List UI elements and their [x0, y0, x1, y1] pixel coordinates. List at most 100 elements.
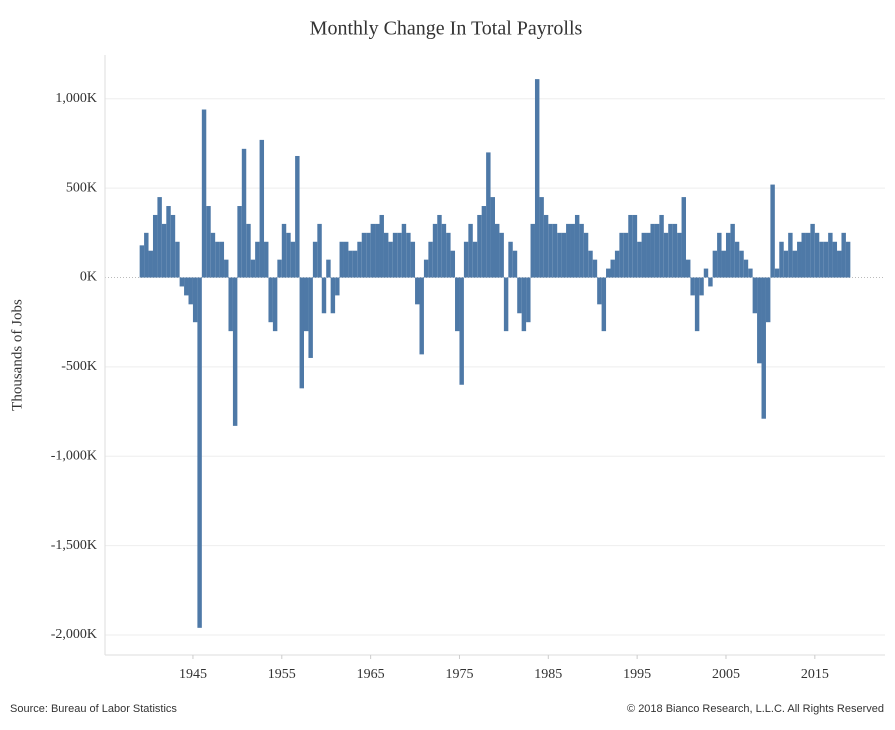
bar — [845, 241, 851, 278]
bar — [379, 214, 384, 278]
bar — [801, 232, 806, 278]
bar — [530, 223, 535, 278]
bar — [397, 232, 402, 278]
bar — [837, 250, 842, 278]
bar — [783, 250, 789, 278]
source: Source: Bureau of Labor Statistics — [10, 703, 177, 715]
bar — [734, 241, 740, 278]
bar — [557, 232, 562, 278]
bar — [543, 214, 549, 278]
bar — [730, 223, 735, 278]
y-tick-label: 0K — [80, 270, 97, 285]
bar — [499, 232, 504, 278]
bar — [597, 277, 602, 305]
bar — [459, 277, 464, 385]
bar — [792, 250, 798, 278]
bar — [361, 232, 367, 278]
bar — [663, 232, 669, 278]
bar — [668, 223, 673, 278]
bar — [357, 241, 362, 278]
y-tick-label: 1,000K — [55, 91, 97, 106]
bar — [534, 79, 540, 278]
y-tick-label: -2,000K — [51, 627, 97, 642]
bar — [592, 259, 598, 278]
y-tick-label: -500K — [61, 359, 97, 374]
x-tick-label: 1945 — [179, 667, 207, 682]
bar — [179, 277, 185, 287]
bar — [166, 206, 171, 278]
x-tick-label: 1965 — [357, 667, 385, 682]
bar — [188, 277, 193, 305]
bar — [805, 232, 811, 278]
bar — [828, 232, 833, 278]
bar — [610, 259, 615, 278]
y-tick-label: -1,000K — [51, 448, 97, 463]
bar — [308, 277, 313, 358]
bar — [495, 223, 500, 278]
bar — [317, 223, 322, 278]
bar — [512, 250, 518, 278]
bar — [450, 250, 456, 278]
bar — [717, 232, 722, 278]
bar — [677, 232, 682, 278]
bar — [152, 214, 158, 278]
x-tick-label: 1985 — [534, 667, 562, 682]
x-tick-label: 2015 — [801, 667, 829, 682]
bar — [277, 259, 282, 278]
bar — [423, 259, 429, 278]
bar — [326, 259, 331, 278]
bar — [566, 223, 571, 278]
bar — [623, 232, 629, 278]
bar — [303, 277, 309, 332]
bar — [232, 277, 238, 426]
bar — [526, 277, 531, 323]
x-tick-label: 2005 — [712, 667, 740, 682]
bar — [370, 223, 376, 278]
bar — [170, 214, 176, 278]
bar — [255, 241, 260, 278]
bar — [628, 214, 633, 278]
bar — [788, 232, 793, 278]
bar — [468, 223, 473, 278]
bar — [654, 223, 660, 278]
bar — [521, 277, 527, 332]
bar — [477, 214, 482, 278]
bar — [561, 232, 567, 278]
bar — [646, 232, 651, 278]
bar — [632, 214, 638, 278]
bar — [352, 250, 358, 278]
bar — [503, 277, 509, 332]
bar — [339, 241, 344, 278]
bar — [583, 232, 589, 278]
bar — [241, 148, 247, 278]
bar — [574, 214, 580, 278]
bar — [259, 139, 265, 278]
bar — [619, 232, 624, 278]
y-axis-label: Thousands of Jobs — [9, 299, 25, 411]
bar — [797, 241, 802, 278]
chart-title: Monthly Change In Total Payrolls — [310, 18, 583, 40]
bar — [343, 241, 349, 278]
bar — [388, 241, 393, 278]
bar — [548, 223, 553, 278]
bar — [552, 223, 558, 278]
bar — [490, 197, 495, 278]
bar — [272, 277, 278, 332]
bar — [765, 277, 771, 323]
bar — [694, 277, 700, 332]
bar — [410, 241, 416, 278]
bar — [148, 250, 153, 278]
bar — [295, 155, 300, 278]
bar — [690, 277, 695, 296]
bar — [375, 223, 380, 278]
bar — [743, 259, 749, 278]
bar — [335, 277, 340, 296]
bar — [823, 241, 829, 278]
bar — [601, 277, 607, 332]
bar — [419, 277, 424, 355]
bar — [144, 232, 149, 278]
bar — [250, 259, 256, 278]
bar — [472, 241, 478, 278]
bar — [161, 223, 167, 278]
